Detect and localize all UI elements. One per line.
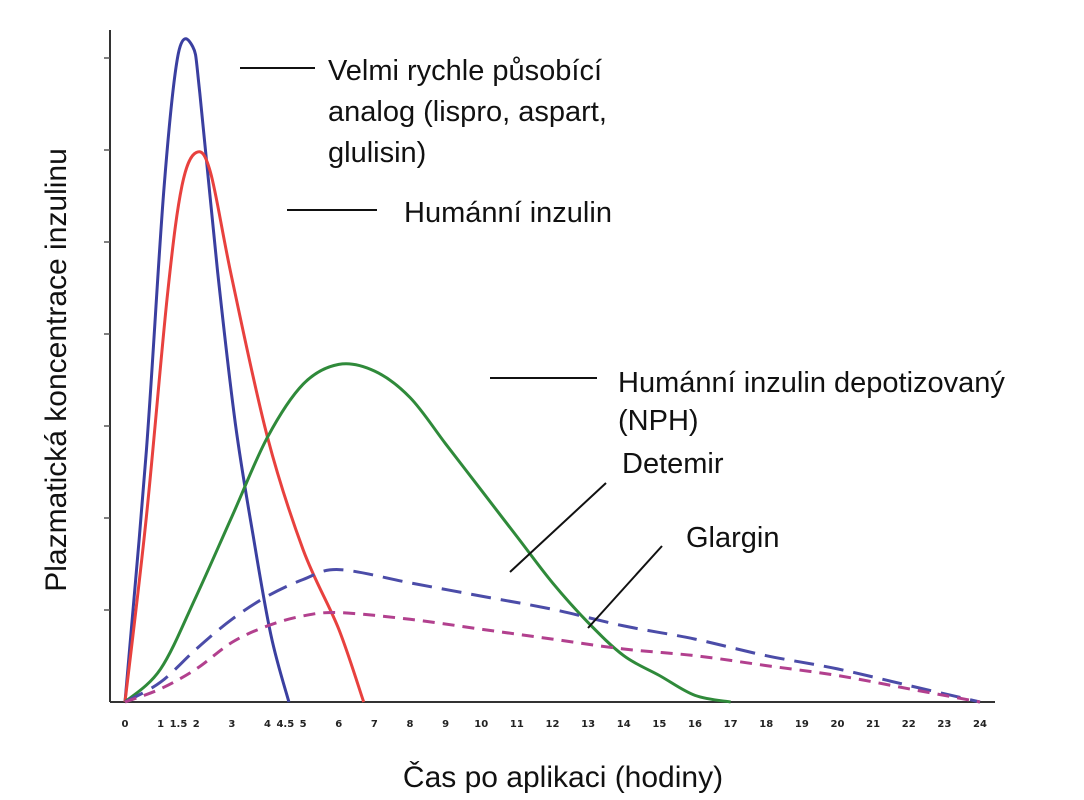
x-tick-label: 16 bbox=[688, 719, 702, 730]
x-tick-label: 1.5 bbox=[170, 719, 188, 730]
x-ticks: 0 1 1.5 2 3 4 4.5 5 6 7 8 9 10 11 12 13 14 15 16 17 18 19 20 21… bbox=[122, 719, 987, 730]
y-axis-title: Plazmatická koncentrace inzulinu bbox=[40, 148, 73, 592]
annotation-rapid-line2: analog (lispro, aspart, bbox=[328, 96, 607, 128]
x-tick-label: 3 bbox=[228, 719, 235, 730]
x-tick-label: 11 bbox=[510, 719, 524, 730]
x-tick-label: 19 bbox=[795, 719, 809, 730]
x-tick-label: 4.5 bbox=[276, 719, 294, 730]
x-tick-label: 5 bbox=[300, 719, 307, 730]
x-tick-label: 1 bbox=[157, 719, 164, 730]
annotation-nph-line1: Humánní inzulin depotizovaný bbox=[618, 367, 1005, 399]
x-tick-label: 2 bbox=[193, 719, 200, 730]
series-rapid-analog bbox=[123, 37, 291, 703]
x-tick-label: 22 bbox=[902, 719, 916, 730]
annotations: Velmi rychle působící analog (lispro, as… bbox=[328, 55, 1005, 554]
x-tick-label: 10 bbox=[474, 719, 488, 730]
annotation-nph-line2: (NPH) bbox=[618, 405, 699, 437]
x-tick-label: 12 bbox=[546, 719, 560, 730]
annotation-detemir: Detemir bbox=[622, 448, 724, 480]
series-human-insulin bbox=[123, 150, 366, 703]
x-tick-label: 20 bbox=[831, 719, 845, 730]
axes bbox=[109, 30, 995, 703]
x-tick-label: 14 bbox=[617, 719, 631, 730]
x-tick-label: 17 bbox=[724, 719, 738, 730]
y-ticks bbox=[104, 57, 110, 611]
leader-detemir bbox=[509, 482, 607, 573]
series-detemir bbox=[124, 568, 981, 704]
annotation-human: Humánní inzulin bbox=[404, 197, 612, 229]
annotation-rapid-line1: Velmi rychle působící bbox=[328, 55, 602, 87]
x-tick-label: 21 bbox=[866, 719, 880, 730]
x-tick-label: 4 bbox=[264, 719, 271, 730]
annotation-leaders bbox=[240, 67, 663, 629]
series-layer bbox=[123, 37, 981, 704]
x-tick-label: 7 bbox=[371, 719, 378, 730]
x-axis-title: Čas po aplikaci (hodiny) bbox=[403, 760, 723, 794]
annotation-glargin: Glargin bbox=[686, 522, 780, 554]
x-tick-label: 9 bbox=[442, 719, 449, 730]
series-glargin bbox=[124, 611, 981, 704]
x-tick-label: 13 bbox=[581, 719, 595, 730]
x-tick-label: 15 bbox=[652, 719, 666, 730]
x-tick-label: 8 bbox=[407, 719, 414, 730]
leader-glargin bbox=[587, 545, 663, 629]
x-tick-label: 24 bbox=[973, 719, 987, 730]
x-tick-label: 23 bbox=[937, 719, 951, 730]
series-nph bbox=[123, 362, 731, 704]
x-tick-label: 0 bbox=[122, 719, 129, 730]
annotation-rapid-line3: glulisin) bbox=[328, 137, 426, 169]
x-tick-label: 6 bbox=[335, 719, 342, 730]
x-tick-label: 18 bbox=[759, 719, 773, 730]
